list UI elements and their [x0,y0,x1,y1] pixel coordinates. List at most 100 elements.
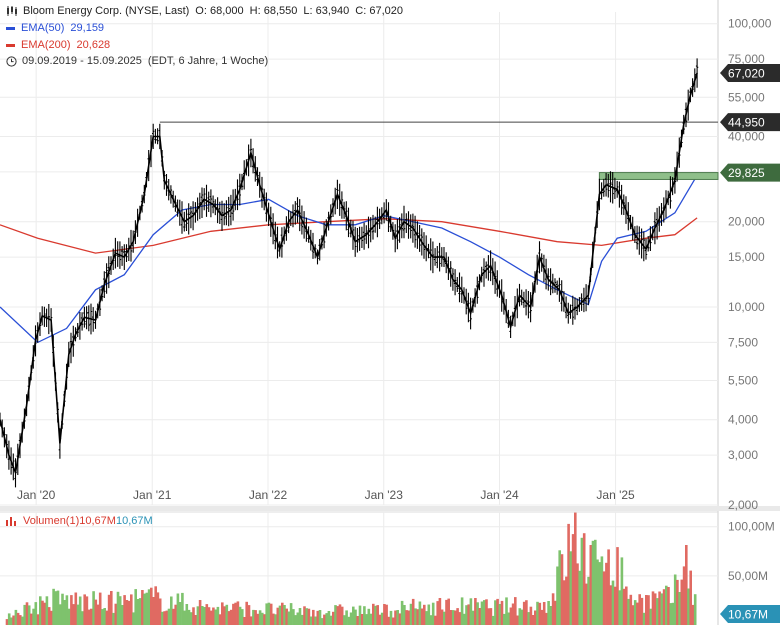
volume-bar [542,602,546,625]
volume-bar [673,574,677,625]
volume-bar [545,612,548,625]
volume-bar [447,598,450,625]
volume-bar [645,595,648,625]
volume-bar [656,598,659,625]
volume-bar [156,592,160,625]
volume-bar [198,600,202,625]
volume-bar [591,540,595,625]
volume-bar [494,600,497,625]
volume-bar [36,614,40,625]
volume-bar [376,605,379,625]
volume-bar [227,611,231,625]
volume-bar [281,602,284,625]
volume-bar [423,604,426,625]
volume-bar [567,523,570,625]
volume-bar [347,616,351,625]
volume-bar [218,614,222,625]
volume-bar [47,607,51,625]
price-tick-label: 20,000 [728,215,765,229]
volume-bar [416,609,419,625]
volume-bar [458,612,462,625]
volume-bar [192,607,195,625]
volume-bar [74,592,78,625]
volume-bar [669,603,672,625]
volume-bar [145,592,149,625]
date-range: 09.09.2019 - 15.09.2025 [22,55,142,67]
volume-bar [176,593,180,625]
volume-bar [489,608,493,625]
volume-bar [325,613,328,625]
time-tick-label: Jan '22 [249,488,288,502]
volume-bar [312,609,315,625]
volume-bar [598,562,601,625]
volume-bar [640,597,644,625]
volume-bar [662,589,666,625]
volume-bar [214,609,217,625]
volume-bar [569,551,573,625]
pane-separator [0,506,780,511]
volume-bar [205,604,209,625]
volume-bar [314,616,317,625]
ema50-swatch [6,26,15,30]
volume-bar [34,602,38,625]
volume-bar [607,549,610,625]
volume-bar [118,596,122,625]
volume-bar [105,610,109,625]
volume-bar [212,607,215,625]
volume-bar [265,603,268,625]
volume-bar [429,615,433,625]
volume-bar [383,604,386,625]
volume-bar [374,605,377,625]
volume-bar [10,617,13,625]
volume-bar [485,599,488,625]
volume-bar [92,591,95,625]
volume-bar [298,608,302,625]
volume-bar [152,597,155,625]
volume-bar [538,602,542,625]
volume-bar [356,616,359,625]
volume-bar [161,611,164,625]
volume-bar [63,600,66,625]
volume-bar [605,562,608,625]
date-range-line: 09.09.2019 - 15.09.2025 (EDT, 6 Jahre, 1… [6,55,268,67]
ema200-swatch [6,43,15,47]
price-tick-label: 5,500 [728,374,758,388]
volume-bar [589,545,593,625]
volume-bar [409,603,413,625]
volume-bar [114,603,118,625]
volume-bar [534,610,537,625]
ema200-value: 20,628 [76,39,111,51]
price-tick-label: 100,000 [728,17,772,31]
volume-bar [372,603,375,625]
volume-bar [578,570,581,625]
volume-bar [498,604,502,625]
volume-bar [332,611,335,625]
volume-bar [249,616,253,625]
volume-bar [7,613,11,625]
volume-bar [574,512,577,625]
volume-bar [110,591,113,625]
volume-bar [292,609,295,625]
time-tick-label: Jan '23 [365,488,404,502]
volume-bar [633,600,637,625]
volume-bar [65,595,69,625]
volume-bar [216,606,220,625]
volume-bar [536,601,539,625]
volume-bar [276,607,280,625]
price-tick-label: 3,000 [728,448,758,462]
volume-bar [445,599,448,625]
volume-bar [318,610,322,625]
volume-bar [525,600,528,625]
volume-value-green: 10,67M [115,515,153,527]
volume-bar [600,556,604,625]
volume-bar [514,597,517,625]
ema50-value: 29,159 [70,22,105,34]
volume-bar [436,601,439,625]
volume-bar [469,598,473,625]
volume-bar [496,598,499,625]
legend-ema50: EMA(50) 29,159 [6,22,104,34]
volume-bar [660,593,664,625]
volume-bar [396,610,399,625]
volume-bar [30,613,33,625]
volume-bar [511,603,515,625]
